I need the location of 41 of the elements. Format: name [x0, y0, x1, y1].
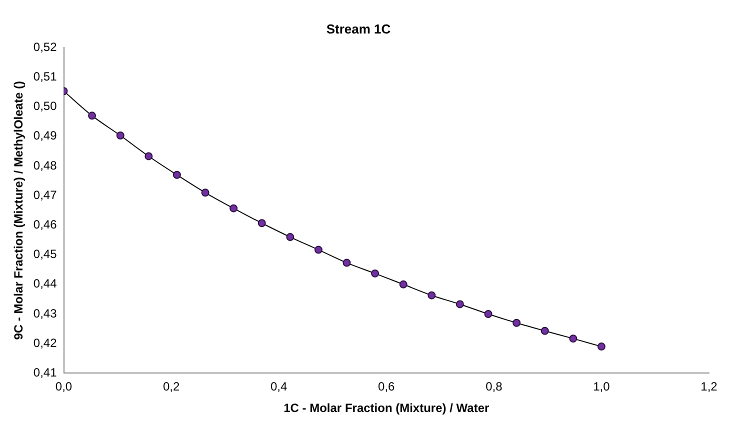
y-tick-label: 0,45 [33, 247, 58, 262]
y-tick-label: 0,42 [33, 336, 58, 350]
point [201, 188, 210, 197]
y-tick-label: 0,44 [33, 276, 58, 291]
y-tick-label: 0,50 [33, 99, 58, 114]
point [286, 233, 294, 242]
point [172, 170, 181, 179]
point [371, 269, 380, 278]
point [116, 132, 124, 140]
x-axis-title: 1C - Molar Fraction (Mixture) / Water [284, 401, 490, 416]
point [258, 219, 266, 228]
x-tick-label: 0,6 [378, 380, 396, 394]
point [144, 152, 153, 160]
x-tick-label: 0,8 [486, 380, 503, 394]
point [512, 318, 521, 327]
y-tick-label: 0,43 [33, 306, 58, 320]
y-tick-label: 0,46 [33, 218, 58, 232]
point [230, 204, 238, 212]
y-tick-label: 0,52 [33, 40, 58, 54]
y-tick-label: 0,51 [33, 70, 58, 84]
chart-title: Stream 1C [326, 21, 392, 36]
point [597, 342, 606, 351]
y-tick-label: 0,41 [33, 366, 58, 380]
x-tick-label: 0,4 [270, 380, 288, 394]
x-tick-label: 1,0 [593, 380, 610, 394]
point [314, 246, 322, 254]
y-tick-label: 0,48 [33, 158, 58, 172]
y-tick-label: 0,49 [33, 128, 58, 143]
point [540, 326, 549, 335]
point [88, 112, 96, 120]
point [569, 334, 578, 343]
point [484, 310, 492, 318]
point [428, 291, 436, 300]
point [399, 280, 408, 288]
x-tick-label: 0,2 [162, 380, 180, 394]
point [342, 258, 351, 267]
y-tick-label: 0,47 [33, 188, 58, 202]
point [456, 300, 464, 308]
x-tick-label: 0,0 [55, 380, 72, 394]
y-axis-title: 9C - Molar Fraction (Mixture) / MethylOleate () [12, 81, 26, 340]
x-tick-label: 1,2 [700, 380, 718, 394]
